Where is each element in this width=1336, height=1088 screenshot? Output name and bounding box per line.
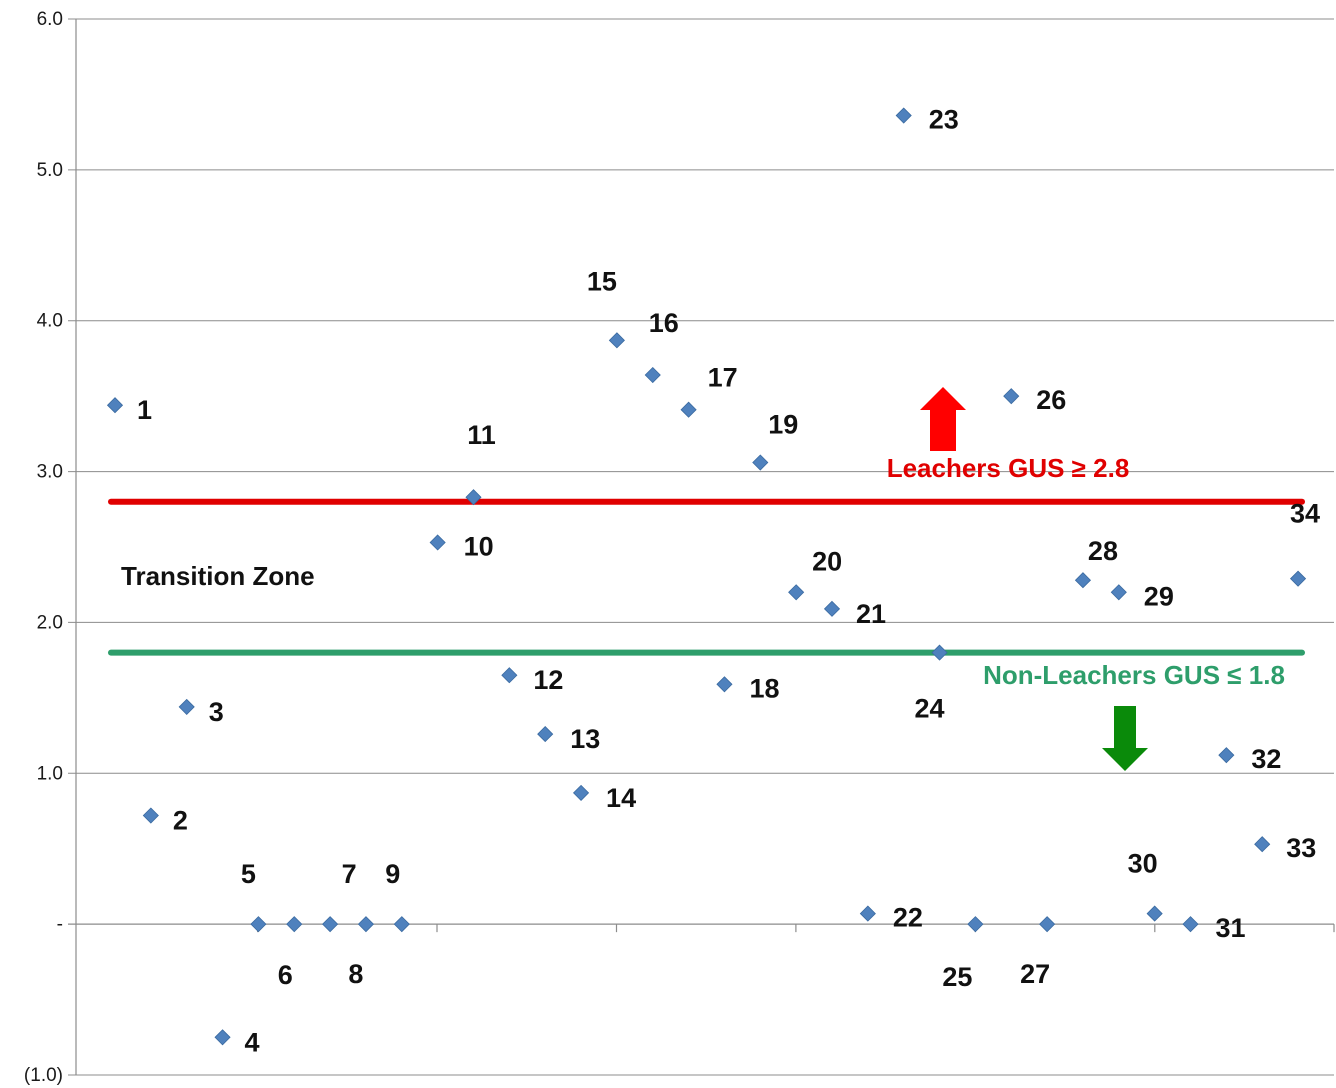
data-points <box>106 107 1307 1046</box>
data-point-14 <box>572 784 590 801</box>
non-leachers-down-arrow <box>1102 706 1148 771</box>
leachers-label: Leachers GUS ≥ 2.8 <box>887 453 1130 483</box>
data-point-30 <box>1146 905 1163 922</box>
data-point-19 <box>752 454 769 471</box>
y-tick-label: 4.0 <box>37 311 63 332</box>
point-label-29: 29 <box>1144 581 1174 611</box>
data-point-5 <box>250 916 267 933</box>
data-point-11 <box>465 489 482 506</box>
y-tick-label: 3.0 <box>37 462 63 483</box>
point-label-7: 7 <box>342 859 357 889</box>
point-label-1: 1 <box>137 395 152 425</box>
data-point-32 <box>1218 747 1235 764</box>
y-tick-label: 2.0 <box>37 612 63 633</box>
data-point-24 <box>931 644 948 661</box>
data-point-2 <box>142 807 159 824</box>
data-point-9 <box>393 916 410 933</box>
point-label-23: 23 <box>929 105 959 135</box>
point-label-10: 10 <box>464 531 494 561</box>
point-label-11: 11 <box>467 420 496 450</box>
y-tick-label: - <box>57 914 63 935</box>
gridlines <box>68 18 1334 1076</box>
point-label-6: 6 <box>278 960 293 990</box>
point-labels: 1234567891011121314151617181920212223242… <box>137 105 1320 1058</box>
data-point-21 <box>823 600 841 617</box>
data-point-22 <box>859 905 876 922</box>
point-label-27: 27 <box>1020 959 1050 989</box>
y-tick-label: 5.0 <box>37 160 63 181</box>
point-label-32: 32 <box>1251 744 1281 774</box>
data-point-33 <box>1254 836 1271 853</box>
point-label-2: 2 <box>173 806 188 836</box>
point-label-19: 19 <box>768 410 798 440</box>
point-label-24: 24 <box>915 694 945 724</box>
point-label-22: 22 <box>893 903 923 933</box>
data-point-28 <box>1074 572 1092 589</box>
y-tick-labels: 6.0 5.0 4.0 3.0 2.0 1.0 - (1.0) <box>24 9 63 1086</box>
point-label-16: 16 <box>649 308 679 338</box>
y-tick-label: (1.0) <box>24 1065 63 1086</box>
data-point-7 <box>322 916 339 933</box>
y-tick-label: 1.0 <box>37 763 63 784</box>
point-label-12: 12 <box>533 665 563 695</box>
point-label-17: 17 <box>708 363 738 393</box>
data-point-18 <box>716 676 733 693</box>
data-point-31 <box>1182 916 1199 933</box>
point-label-34: 34 <box>1290 499 1320 529</box>
point-label-25: 25 <box>942 962 972 992</box>
point-label-20: 20 <box>812 546 842 576</box>
data-point-27 <box>1039 916 1056 933</box>
data-point-8 <box>357 916 375 933</box>
data-point-34 <box>1289 570 1307 587</box>
data-point-23 <box>895 107 912 124</box>
point-label-14: 14 <box>606 783 636 813</box>
point-label-9: 9 <box>385 859 400 889</box>
point-label-18: 18 <box>749 673 779 703</box>
transition-zone-label: Transition Zone <box>121 561 315 591</box>
point-label-3: 3 <box>209 697 224 727</box>
data-point-12 <box>501 667 518 684</box>
point-label-13: 13 <box>570 724 600 754</box>
data-point-29 <box>1110 584 1127 601</box>
data-point-1 <box>106 397 124 414</box>
point-label-31: 31 <box>1216 913 1246 943</box>
y-tick-label: 6.0 <box>37 9 63 30</box>
data-point-3 <box>178 698 195 715</box>
point-label-15: 15 <box>587 266 617 296</box>
data-point-15 <box>608 332 625 349</box>
point-label-8: 8 <box>348 959 363 989</box>
point-label-28: 28 <box>1088 536 1118 566</box>
threshold-lines <box>108 498 1305 656</box>
data-point-6 <box>286 916 303 933</box>
point-label-4: 4 <box>245 1027 260 1057</box>
data-point-20 <box>788 584 805 601</box>
data-point-17 <box>680 401 697 418</box>
annotations: Leachers GUS ≥ 2.8 Non-Leachers GUS ≤ 1.8… <box>121 387 1285 771</box>
point-label-26: 26 <box>1036 385 1066 415</box>
data-point-16 <box>644 366 661 384</box>
point-label-21: 21 <box>856 599 886 629</box>
data-point-13 <box>537 725 554 743</box>
leachers-up-arrow <box>920 387 966 451</box>
data-point-25 <box>967 916 984 933</box>
point-label-30: 30 <box>1128 849 1158 879</box>
point-label-5: 5 <box>241 859 256 889</box>
non-leachers-label: Non-Leachers GUS ≤ 1.8 <box>983 660 1285 690</box>
data-point-26 <box>1003 388 1020 405</box>
point-label-33: 33 <box>1286 833 1316 863</box>
data-point-10 <box>429 534 446 551</box>
data-point-4 <box>214 1029 231 1046</box>
